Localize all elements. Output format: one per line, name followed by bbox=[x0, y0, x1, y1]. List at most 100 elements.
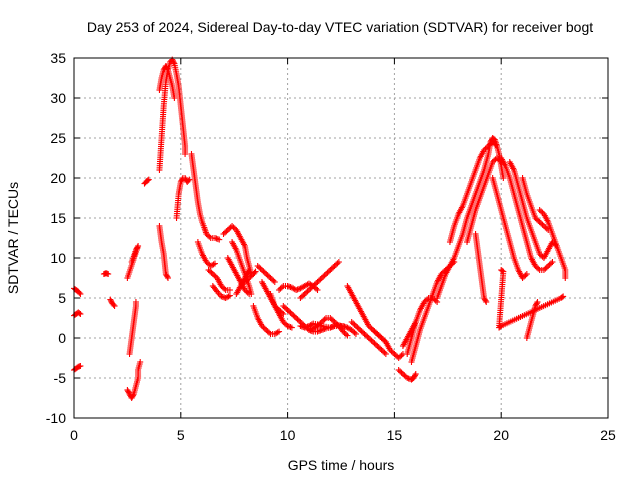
x-tick-label: 20 bbox=[493, 427, 509, 443]
data-point bbox=[334, 260, 341, 267]
data-point bbox=[203, 259, 210, 265]
data-point bbox=[424, 296, 431, 303]
y-tick-label: 20 bbox=[50, 170, 66, 186]
data-point bbox=[226, 225, 233, 232]
data-point bbox=[397, 353, 404, 360]
data-point bbox=[266, 273, 273, 280]
data-point bbox=[368, 337, 375, 344]
x-tick-label: 25 bbox=[600, 427, 616, 443]
data-point bbox=[324, 269, 331, 276]
data-point bbox=[381, 349, 388, 356]
data-point bbox=[374, 331, 381, 337]
data-point bbox=[293, 315, 300, 321]
y-tick-label: 10 bbox=[50, 250, 66, 266]
data-point bbox=[230, 224, 237, 231]
data-point bbox=[132, 299, 139, 305]
data-point bbox=[182, 175, 189, 181]
data-point bbox=[377, 333, 384, 340]
data-point bbox=[246, 291, 253, 297]
data-point bbox=[536, 219, 543, 225]
data-point bbox=[260, 324, 267, 331]
data-point bbox=[540, 223, 547, 229]
data-point bbox=[535, 265, 542, 272]
data-point bbox=[348, 327, 355, 333]
data-point bbox=[211, 272, 218, 279]
data-point bbox=[333, 261, 340, 268]
x-tick-label: 10 bbox=[280, 427, 296, 443]
data-point bbox=[169, 57, 176, 64]
data-points bbox=[71, 56, 569, 401]
data-point bbox=[315, 321, 322, 328]
data-point bbox=[560, 293, 567, 300]
data-point bbox=[280, 319, 287, 325]
data-point bbox=[313, 285, 320, 292]
data-point bbox=[252, 268, 259, 275]
data-point bbox=[327, 267, 334, 273]
data-point bbox=[216, 236, 223, 243]
data-point bbox=[533, 300, 540, 307]
data-point bbox=[539, 221, 546, 228]
data-point bbox=[221, 229, 228, 236]
data-point bbox=[392, 352, 399, 359]
data-point bbox=[328, 316, 335, 323]
data-point bbox=[331, 319, 338, 325]
data-point bbox=[300, 292, 307, 299]
data-point bbox=[77, 311, 84, 317]
data-point bbox=[367, 324, 374, 331]
data-point bbox=[352, 323, 359, 329]
x-tick-label: 0 bbox=[70, 427, 78, 443]
data-point bbox=[351, 329, 358, 336]
x-tick-label: 5 bbox=[177, 427, 185, 443]
data-point bbox=[170, 59, 177, 66]
data-point bbox=[493, 143, 500, 149]
data-point bbox=[538, 208, 545, 215]
data-point bbox=[276, 328, 283, 335]
data-point bbox=[311, 281, 318, 288]
data-point bbox=[432, 297, 439, 304]
data-point bbox=[481, 147, 488, 153]
data-point bbox=[344, 332, 351, 339]
data-point bbox=[280, 303, 287, 309]
data-point bbox=[378, 347, 385, 353]
data-point bbox=[294, 316, 301, 323]
data-point bbox=[412, 372, 419, 379]
data-point bbox=[491, 157, 498, 164]
data-point bbox=[365, 335, 372, 341]
data-point bbox=[482, 145, 489, 152]
data-point bbox=[206, 268, 213, 275]
data-point bbox=[321, 316, 328, 323]
data-point bbox=[258, 267, 265, 273]
data-point bbox=[137, 359, 144, 365]
data-point bbox=[308, 284, 315, 291]
data-point bbox=[372, 329, 379, 336]
data-point bbox=[387, 347, 394, 353]
data-point bbox=[218, 283, 225, 289]
data-point bbox=[370, 327, 377, 333]
data-point bbox=[274, 329, 281, 336]
data-point bbox=[532, 215, 539, 221]
y-tick-label: 0 bbox=[58, 330, 66, 346]
x-tick-labels: 0 5 10 15 20 25 bbox=[70, 427, 616, 443]
data-point bbox=[355, 325, 362, 332]
data-point bbox=[286, 308, 293, 315]
data-point bbox=[204, 232, 211, 239]
data-point bbox=[164, 275, 171, 281]
data-point bbox=[380, 348, 387, 355]
data-point bbox=[482, 297, 489, 304]
data-point bbox=[301, 291, 308, 297]
data-point bbox=[76, 310, 83, 317]
data-point bbox=[543, 264, 550, 271]
data-point bbox=[223, 228, 230, 235]
data-point bbox=[303, 289, 310, 296]
data-point bbox=[422, 297, 429, 304]
data-point bbox=[331, 263, 338, 269]
y-tick-labels: -10 -5 0 5 10 15 20 25 30 35 bbox=[46, 50, 66, 426]
y-tick-label: -10 bbox=[46, 410, 66, 426]
data-point bbox=[328, 265, 335, 272]
data-point bbox=[182, 151, 189, 157]
y-tick-label: 5 bbox=[58, 290, 66, 306]
data-point bbox=[500, 175, 507, 181]
data-point bbox=[348, 319, 355, 325]
data-point bbox=[125, 389, 132, 396]
data-point bbox=[263, 271, 270, 277]
